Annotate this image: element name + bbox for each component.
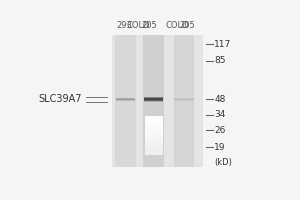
Text: 205: 205 — [141, 21, 157, 30]
Bar — [145, 150, 163, 151]
Bar — [145, 147, 163, 148]
Text: 34: 34 — [214, 110, 226, 119]
Bar — [145, 134, 163, 136]
Text: COLO: COLO — [165, 21, 189, 30]
Bar — [145, 137, 163, 138]
Bar — [144, 99, 164, 100]
Bar — [145, 116, 163, 118]
Bar — [116, 35, 136, 167]
Bar — [145, 123, 163, 124]
Bar — [145, 120, 163, 122]
Bar — [144, 100, 164, 101]
Bar — [144, 98, 164, 99]
Bar — [145, 148, 163, 150]
Text: 205: 205 — [180, 21, 195, 30]
Text: 26: 26 — [214, 126, 226, 135]
Bar — [145, 143, 163, 145]
Bar — [143, 35, 164, 167]
Bar — [145, 142, 163, 143]
Bar — [145, 154, 163, 155]
Text: COLO: COLO — [127, 21, 150, 30]
Bar — [173, 35, 194, 167]
Bar — [145, 124, 163, 125]
Text: 117: 117 — [214, 40, 232, 49]
Bar — [145, 127, 163, 128]
Text: (kD): (kD) — [214, 158, 232, 167]
Text: 293: 293 — [117, 21, 133, 30]
Bar — [144, 101, 164, 102]
Bar — [145, 129, 163, 131]
Bar — [145, 119, 163, 120]
Bar — [145, 118, 163, 119]
Bar — [145, 138, 163, 140]
Text: 48: 48 — [214, 95, 226, 104]
Text: SLC39A7: SLC39A7 — [38, 94, 82, 104]
Bar — [145, 128, 163, 129]
Bar — [145, 136, 163, 137]
Bar — [145, 152, 163, 154]
Bar — [145, 125, 163, 127]
Bar — [145, 145, 163, 146]
Bar — [145, 146, 163, 147]
Bar — [145, 133, 163, 134]
Bar — [145, 132, 163, 133]
Text: 85: 85 — [214, 56, 226, 65]
Bar — [145, 141, 163, 142]
Text: 19: 19 — [214, 143, 226, 152]
Bar — [145, 131, 163, 132]
Bar — [145, 151, 163, 152]
Bar — [112, 35, 202, 167]
Bar — [145, 122, 163, 123]
Bar — [145, 140, 163, 141]
Bar — [144, 97, 164, 98]
